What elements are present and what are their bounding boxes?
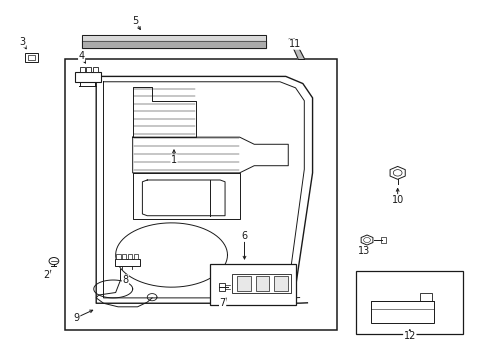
Bar <box>93 67 98 72</box>
Text: 7: 7 <box>219 298 225 308</box>
Bar <box>80 67 85 72</box>
Bar <box>116 253 120 258</box>
Bar <box>28 55 35 60</box>
Bar <box>370 301 433 323</box>
Text: 9: 9 <box>74 312 80 323</box>
Text: 10: 10 <box>391 195 403 204</box>
Bar <box>122 253 126 258</box>
Bar <box>419 293 431 301</box>
Bar <box>210 264 295 305</box>
Text: 11: 11 <box>289 39 301 49</box>
Bar <box>237 276 250 291</box>
Bar <box>25 53 38 62</box>
Polygon shape <box>288 39 304 59</box>
Text: 13: 13 <box>357 247 369 256</box>
Text: 3: 3 <box>19 37 25 47</box>
Bar <box>86 67 91 72</box>
Text: 1: 1 <box>171 155 177 165</box>
Text: 4: 4 <box>79 51 84 62</box>
Bar <box>255 276 269 291</box>
Text: 12: 12 <box>403 332 415 342</box>
Bar <box>232 274 290 293</box>
Bar <box>380 237 386 243</box>
Bar <box>81 35 266 48</box>
Bar <box>219 283 224 292</box>
Text: 8: 8 <box>122 275 128 285</box>
Text: 5: 5 <box>132 16 138 26</box>
Bar <box>115 258 140 266</box>
Bar <box>127 253 132 258</box>
Bar <box>356 271 462 334</box>
Bar <box>75 72 101 82</box>
Text: 2: 2 <box>43 270 50 280</box>
Bar <box>274 276 287 291</box>
Bar <box>64 59 336 330</box>
Bar <box>133 253 138 258</box>
Text: 6: 6 <box>241 231 247 242</box>
